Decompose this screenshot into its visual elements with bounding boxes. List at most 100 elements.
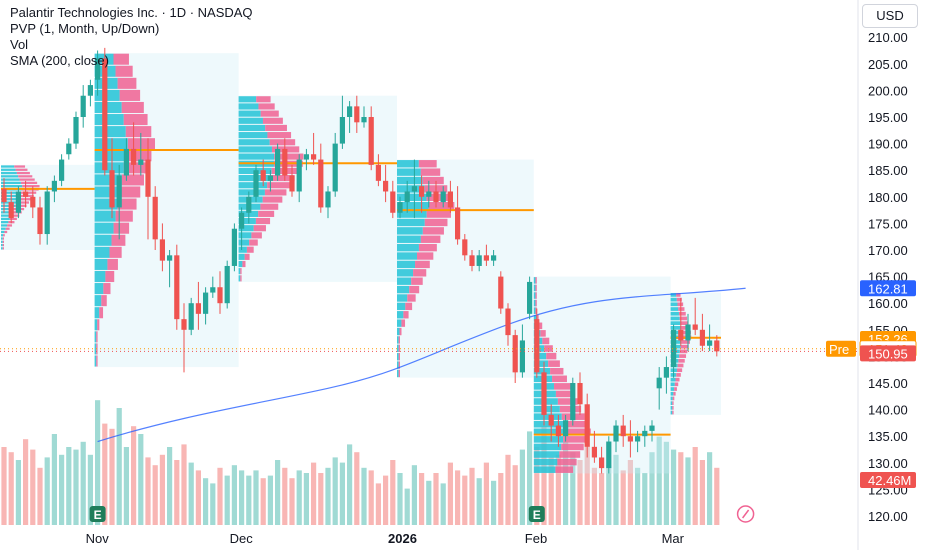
volume-bar	[455, 470, 461, 525]
y-tick-label: 135.00	[868, 429, 908, 444]
currency-button[interactable]: USD	[862, 4, 918, 28]
volume-bar	[231, 465, 237, 525]
y-tick-label: 175.00	[868, 216, 908, 231]
volume-profile-up	[1, 194, 20, 198]
volume-bar	[555, 454, 561, 525]
volume-profile-up	[94, 186, 120, 198]
volume-bar	[440, 483, 446, 525]
candle-body	[159, 239, 165, 261]
volume-profile-up	[533, 413, 562, 420]
candle-body	[131, 148, 137, 165]
indicator-pvp[interactable]: PVP (1, Month, Up/Down)	[10, 21, 160, 36]
volume-profile-up	[1, 240, 3, 243]
volume-profile-up	[94, 234, 112, 246]
volume-profile-up	[397, 243, 419, 252]
volume-bar	[368, 470, 374, 525]
volume-profile-down	[672, 396, 675, 401]
volume-profile-down	[264, 189, 287, 196]
candle-body	[44, 191, 50, 235]
candle-body	[167, 255, 173, 261]
x-tick-label: Feb	[525, 531, 547, 546]
volume-profile-up	[533, 307, 536, 314]
volume-bar	[246, 475, 252, 525]
y-tick-label: 205.00	[868, 57, 908, 72]
volume-profile-up	[670, 321, 681, 326]
volume-profile-down	[14, 165, 26, 168]
volume-profile-up	[238, 225, 254, 232]
volume-profile-down	[15, 168, 28, 171]
volume-profile-up	[397, 277, 412, 285]
candle-body	[87, 85, 93, 96]
candle-body	[555, 425, 561, 437]
volume-bar	[275, 460, 281, 525]
volume-profile-up	[238, 124, 266, 132]
candle-body	[260, 170, 266, 181]
volume-profile-down	[680, 344, 689, 349]
pre-label-text: Pre	[829, 342, 849, 357]
candle-body	[397, 202, 403, 213]
volume-bar	[80, 441, 86, 525]
volume-profile-up	[94, 331, 97, 343]
volume-bar	[174, 460, 180, 525]
candle-body	[519, 340, 525, 373]
volume-bar	[591, 467, 597, 525]
volume-profile-up	[670, 391, 674, 396]
candle-body	[419, 186, 425, 197]
volume-bar	[87, 454, 93, 525]
indicator-vol[interactable]: Vol	[10, 37, 29, 52]
volume-profile-up	[397, 193, 427, 202]
candle-body	[289, 175, 295, 192]
volume-bar	[303, 473, 309, 525]
volume-profile-down	[244, 253, 250, 260]
volume-profile-up	[94, 319, 98, 331]
candle-body	[188, 303, 194, 330]
symbol-title[interactable]: Palantir Technologies Inc. · 1D · NASDAQ	[10, 5, 253, 20]
volume-profile-up	[1, 217, 10, 221]
volume-profile-down	[117, 77, 137, 89]
volume-bar	[296, 470, 302, 525]
volume-profile-up	[94, 246, 110, 258]
volume-profile-down	[677, 363, 684, 368]
volume-profile-down	[679, 349, 688, 354]
candle-body	[217, 287, 223, 304]
volume-bar	[195, 470, 201, 525]
volume-bar	[447, 462, 453, 525]
volume-profile-down	[540, 330, 546, 337]
candle-body	[138, 159, 144, 165]
volume-profile-down	[565, 428, 591, 436]
volume-profile-down	[561, 443, 584, 451]
volume-profile-down	[553, 383, 571, 390]
volume-profile-up	[533, 292, 536, 299]
volume-profile-down	[269, 139, 296, 146]
volume-profile-down	[265, 124, 287, 132]
y-tick-label: 185.00	[868, 163, 908, 178]
volume-profile-up	[238, 246, 247, 253]
volume-profile-up	[94, 343, 97, 355]
candle-body	[8, 202, 14, 219]
volume-profile-down	[542, 337, 550, 345]
candle-body	[498, 276, 504, 309]
volume-profile-down	[274, 153, 304, 160]
volume-profile-down	[103, 283, 111, 295]
candle-body	[23, 191, 29, 197]
volume-bar	[627, 460, 633, 525]
volume-profile-down	[125, 150, 152, 162]
volume-profile-up	[1, 227, 6, 230]
candle-body	[411, 186, 417, 192]
candle-body	[181, 319, 187, 330]
volume-profile-down	[17, 198, 32, 201]
volume-bar	[289, 478, 295, 525]
candle-body	[174, 255, 180, 320]
candle-body	[606, 441, 612, 469]
candle-body	[195, 303, 201, 314]
candle-body	[30, 196, 36, 208]
volume-profile-down	[19, 178, 35, 181]
volume-profile-down	[246, 246, 254, 253]
candle-body	[627, 436, 633, 442]
volume-profile-up	[533, 277, 536, 284]
volume-profile-up	[94, 355, 97, 367]
candle-body	[203, 292, 209, 314]
indicator-sma[interactable]: SMA (200, close)	[10, 53, 109, 68]
volume-profile-up	[238, 117, 263, 124]
